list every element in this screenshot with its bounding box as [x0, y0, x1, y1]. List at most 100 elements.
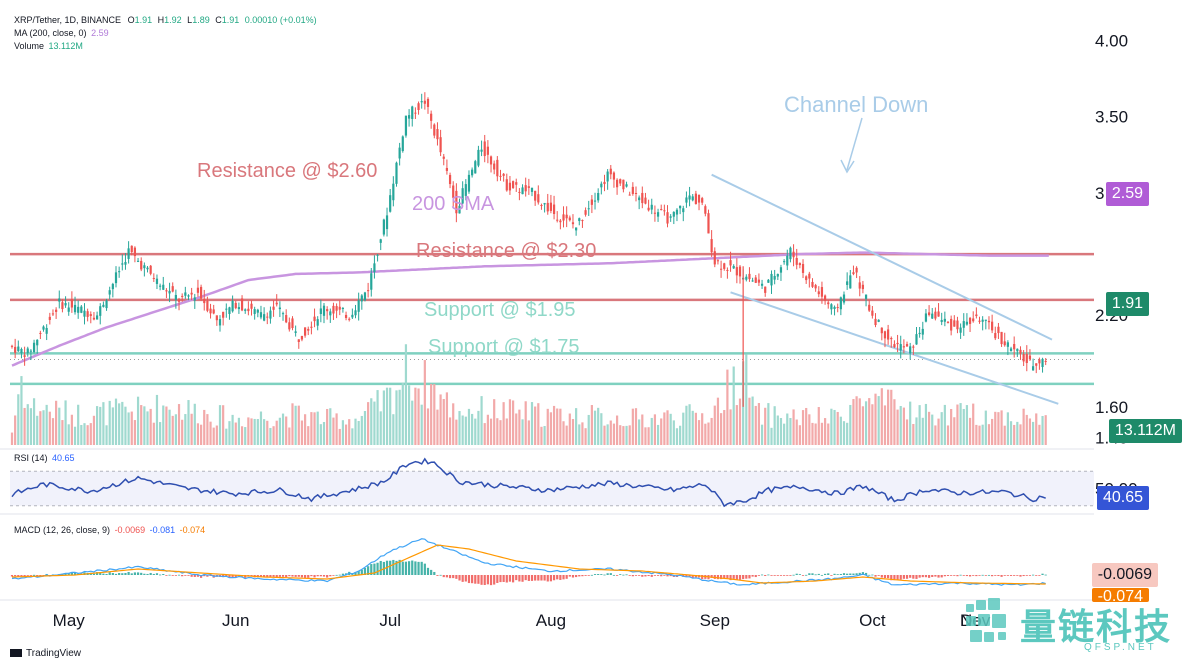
macd-histogram-bar	[994, 575, 997, 576]
tradingview-logo[interactable]: TradingView	[10, 648, 81, 659]
volume-bar	[278, 417, 281, 445]
macd-histogram-bar	[297, 575, 300, 577]
candle-body	[719, 268, 723, 270]
volume-bar	[748, 397, 751, 445]
legend-macd-row[interactable]: MACD (12, 26, close, 9) -0.0069 -0.081 -…	[14, 525, 205, 535]
volume-bar	[515, 413, 518, 445]
macd-histogram-bar	[228, 575, 231, 578]
volume-bar	[392, 414, 395, 445]
candle-body	[1028, 355, 1032, 360]
ohlc-high: 1.92	[164, 15, 182, 25]
candle-body	[927, 312, 931, 315]
macd-histogram-bar	[401, 561, 404, 575]
volume-bar	[931, 414, 934, 445]
volume-bar	[899, 406, 902, 445]
candle-body	[275, 302, 278, 305]
volume-bar	[398, 389, 401, 445]
candle-body	[199, 286, 203, 299]
macd-histogram-bar	[458, 575, 461, 581]
volume-bar	[716, 397, 720, 445]
volume-bar	[609, 420, 612, 445]
macd-histogram-bar	[272, 575, 275, 577]
volume-bar	[864, 401, 868, 445]
candle-body	[215, 315, 218, 321]
macd-histogram-bar	[981, 574, 984, 576]
volume-bar	[420, 404, 423, 445]
volume-bar	[505, 418, 508, 445]
macd-histogram-bar	[190, 575, 193, 577]
macd-histogram-bar	[335, 574, 338, 576]
candle-body	[786, 255, 789, 266]
month-tick-label: Sep	[700, 611, 730, 630]
volume-bar	[61, 420, 64, 445]
macd-histogram-bar	[244, 575, 247, 578]
volume-bar	[455, 419, 458, 445]
macd-histogram-bar	[146, 573, 149, 575]
candle-body	[956, 320, 959, 330]
volume-bar	[634, 408, 638, 445]
macd-histogram-bar	[149, 572, 152, 575]
macd-legend-v3: -0.074	[179, 525, 206, 535]
candle-body	[864, 294, 868, 299]
volume-bar	[199, 424, 203, 445]
legend-ma-row[interactable]: MA (200, close, 0) 2.59	[14, 28, 109, 38]
candle-body	[846, 281, 849, 285]
volume-bar	[259, 411, 263, 445]
legend-volume-row[interactable]: Volume 13.112M	[14, 41, 83, 51]
volume-bar	[471, 413, 474, 445]
macd-histogram-bar	[874, 575, 877, 577]
macd-histogram-bar	[411, 560, 414, 575]
legend-symbol-row[interactable]: XRP/Tether, 1D, BINANCE O1.91 H1.92 L1.8…	[14, 15, 317, 25]
macd-histogram-bar	[392, 559, 395, 575]
macd-histogram-bar	[114, 573, 118, 575]
macd-histogram-bar	[1022, 575, 1025, 577]
candle-body	[467, 174, 471, 192]
candle-body	[965, 321, 969, 325]
candle-body	[89, 314, 92, 317]
candle-body	[23, 355, 26, 357]
candle-body	[918, 332, 921, 335]
volume-bar	[99, 406, 102, 445]
legend-rsi-row[interactable]: RSI (14) 40.65	[14, 453, 75, 463]
macd-histogram-bar	[770, 575, 773, 576]
volume-bar	[1031, 421, 1035, 445]
volume-bar	[67, 424, 70, 445]
macd-histogram-bar	[524, 575, 527, 581]
macd-histogram-bar	[710, 575, 713, 578]
macd-histogram-bar	[174, 575, 177, 576]
candle-body	[184, 292, 187, 296]
macd-histogram-bar	[959, 574, 962, 576]
macd-histogram-bar	[663, 575, 666, 576]
candle-body	[26, 348, 29, 353]
candle-body	[256, 309, 259, 313]
candle-body	[861, 284, 865, 290]
volume-bar	[344, 424, 348, 445]
macd-histogram-bar	[984, 575, 987, 576]
volume-bar	[568, 413, 571, 445]
volume-bar	[732, 366, 735, 445]
candle-body	[924, 313, 928, 322]
candle-body	[360, 295, 363, 302]
candle-body	[590, 199, 593, 205]
candle-body	[568, 217, 571, 221]
candle-body	[754, 277, 757, 283]
macd-histogram-bar	[404, 561, 408, 575]
channel-line-1	[730, 291, 1059, 405]
macd-histogram-bar	[754, 575, 757, 578]
macd-histogram-bar	[571, 575, 575, 578]
candle-body	[272, 306, 275, 310]
macd-histogram-bar	[105, 573, 108, 575]
candle-body	[666, 212, 669, 224]
volume-bar	[593, 410, 597, 445]
volume-bar	[187, 400, 190, 445]
macd-histogram-bar	[748, 575, 751, 579]
macd-histogram-bar	[606, 573, 609, 575]
candle-body	[562, 214, 565, 221]
volume-bar	[890, 389, 893, 445]
candle-body	[660, 209, 663, 211]
candle-body	[549, 202, 553, 211]
volume-bar	[55, 400, 58, 445]
macd-histogram-bar	[1041, 573, 1044, 575]
macd-histogram-bar	[991, 575, 994, 577]
